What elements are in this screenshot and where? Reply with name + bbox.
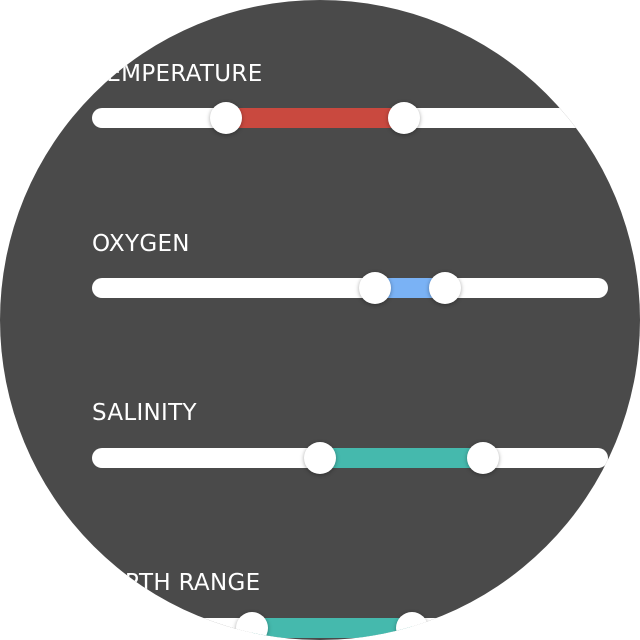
depth-range-label: DEPTH RANGE xyxy=(92,570,261,596)
oxygen-label: OXYGEN xyxy=(92,231,190,257)
depth-range-fill xyxy=(251,618,412,638)
temperature-range-fill xyxy=(226,108,405,128)
temperature-min-thumb[interactable] xyxy=(210,102,243,134)
temperature-max-thumb[interactable] xyxy=(388,102,421,134)
depth-range-slider[interactable] xyxy=(92,612,608,640)
oxygen-range-slider[interactable] xyxy=(92,272,608,304)
temperature-label: TEMPERATURE xyxy=(92,61,263,87)
oxygen-range-fill xyxy=(375,278,446,298)
oxygen-max-thumb[interactable] xyxy=(429,272,462,304)
salinity-range-slider[interactable] xyxy=(92,442,608,474)
depth-max-thumb[interactable] xyxy=(395,612,428,640)
salinity-min-thumb[interactable] xyxy=(304,442,337,474)
salinity-label: SALINITY xyxy=(92,400,197,426)
salinity-range-fill xyxy=(320,448,484,468)
oxygen-min-thumb[interactable] xyxy=(359,272,392,304)
salinity-max-thumb[interactable] xyxy=(467,442,500,474)
temperature-range-slider[interactable] xyxy=(92,102,608,134)
depth-min-thumb[interactable] xyxy=(235,612,268,640)
